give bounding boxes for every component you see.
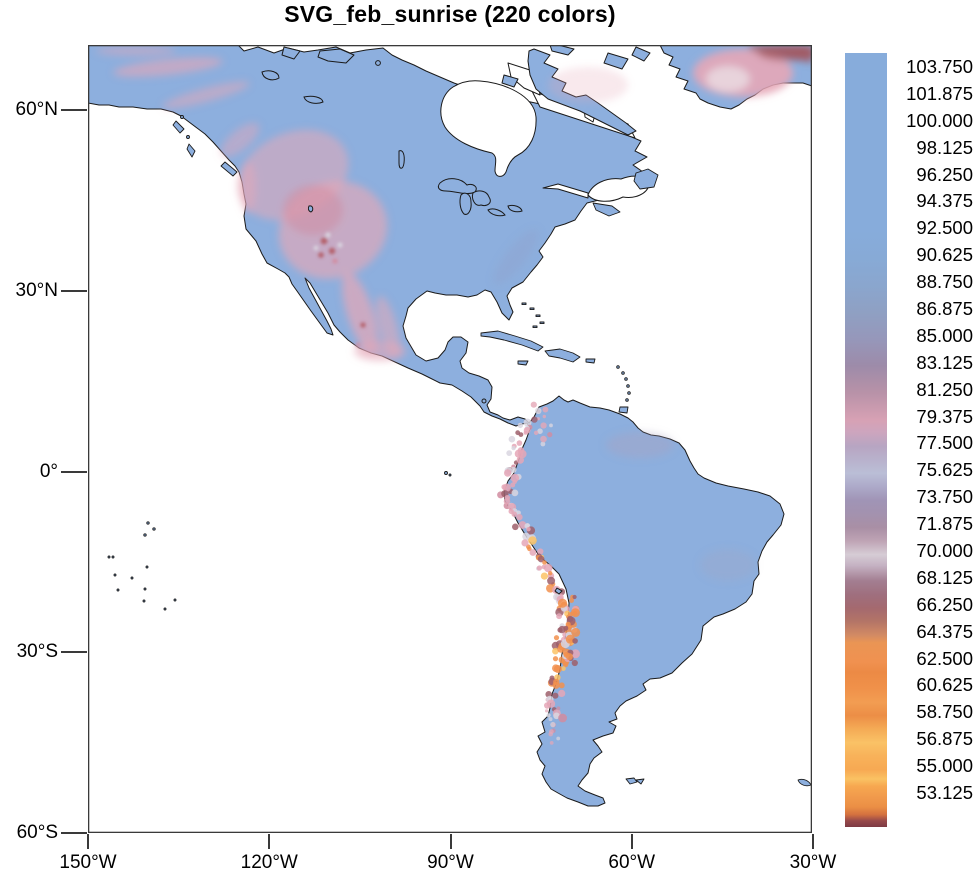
lake-titicaca xyxy=(554,587,563,595)
y-axis-tick-label: 0° xyxy=(39,460,58,482)
x-axis-tick-label: 90°W xyxy=(427,852,474,873)
colorbar-label: 103.750 xyxy=(906,56,973,77)
map-svg xyxy=(88,45,812,833)
lake-michigan xyxy=(459,192,472,215)
colorbar-label: 75.625 xyxy=(916,459,973,481)
colorbar-label: 92.500 xyxy=(916,217,973,239)
colorbar-label: 90.625 xyxy=(916,244,973,266)
rockies-peaks xyxy=(313,232,366,348)
americas-mainland xyxy=(88,45,785,807)
colorbar-label: 56.875 xyxy=(916,728,973,750)
andes-speckles xyxy=(497,401,581,745)
baffin-tinge xyxy=(548,67,628,103)
x-axis-tick xyxy=(87,834,89,849)
colorbar-label: 55.000 xyxy=(916,755,973,777)
colorbar xyxy=(845,53,887,827)
colorbar-label: 71.875 xyxy=(916,513,973,535)
colorbar-label: 88.750 xyxy=(916,271,973,293)
y-axis-tick-label: 60°N xyxy=(15,99,58,120)
x-axis-tick xyxy=(812,834,814,849)
victoria-island xyxy=(317,48,355,64)
elevation-shading xyxy=(96,46,756,581)
colorbar-label: 79.375 xyxy=(916,405,973,427)
colorbar-label: 81.250 xyxy=(916,378,973,400)
y-axis-tick xyxy=(61,109,87,111)
jamaica xyxy=(517,360,529,366)
great-salt-lake xyxy=(307,205,314,213)
colorbar-labels: 103.750 101.875 100.000 98.125 96.250 94.375 9… xyxy=(888,53,977,827)
colorbar-label: 77.500 xyxy=(916,432,973,454)
colorbar-label: 96.250 xyxy=(916,163,973,185)
colorbar-label: 62.500 xyxy=(916,647,973,669)
map-plot xyxy=(88,45,812,833)
colorbar-label: 64.375 xyxy=(916,620,973,642)
colorbar-label: 94.375 xyxy=(916,190,973,212)
colorbar-label: 73.750 xyxy=(916,486,973,508)
greenland xyxy=(659,45,812,110)
x-axis-tick-label: 30°W xyxy=(789,852,837,873)
baffin-island xyxy=(527,48,637,136)
puerto-rico xyxy=(585,358,596,364)
x-axis-tick xyxy=(449,834,452,849)
trinidad xyxy=(618,406,629,414)
lake-erie xyxy=(487,208,506,217)
x-axis-tick xyxy=(630,834,633,849)
lakes xyxy=(261,70,563,595)
lake-ontario xyxy=(507,204,523,213)
y-axis-tick xyxy=(61,832,87,834)
colorbar-label: 101.875 xyxy=(906,82,973,104)
lake-huron xyxy=(472,190,491,206)
y-axis-tick-label: 30°S xyxy=(16,641,58,663)
colorbar-label: 58.750 xyxy=(916,701,973,723)
colorbar-label: 60.625 xyxy=(916,674,973,696)
banks-island xyxy=(281,46,301,60)
great-bear-lake xyxy=(261,70,280,81)
cuba xyxy=(480,330,544,352)
y-axis-tick xyxy=(61,470,87,473)
haida-gwaii xyxy=(186,143,196,158)
islands xyxy=(107,115,812,787)
colorbar-label: 66.250 xyxy=(916,593,973,615)
colorbar-label: 98.125 xyxy=(916,136,973,158)
hispaniola xyxy=(544,348,581,363)
newfoundland xyxy=(633,168,659,190)
colorbar-label: 83.125 xyxy=(916,351,973,373)
lake-winnipeg xyxy=(398,150,405,169)
y-axis-tick xyxy=(61,289,87,292)
hudson-bay xyxy=(440,80,537,177)
x-axis-tick xyxy=(268,834,271,849)
chart-title: SVG_feb_sunrise (220 colors) xyxy=(284,1,616,27)
colorbar-label: 53.125 xyxy=(916,782,973,803)
y-axis-tick-label: 30°N xyxy=(15,279,58,301)
y-axis-tick xyxy=(61,651,87,654)
colorbar-label: 85.000 xyxy=(916,324,973,346)
nova-scotia xyxy=(592,202,621,217)
colorbar-label: 70.000 xyxy=(916,540,973,561)
great-slave-lake xyxy=(303,95,324,104)
y-axis-tick-label: 60°S xyxy=(16,822,58,843)
galapagos xyxy=(444,471,448,475)
colorbar-label: 86.875 xyxy=(916,298,973,319)
st-lawrence-river xyxy=(542,183,589,199)
falklands xyxy=(625,777,638,785)
southampton-island xyxy=(501,74,519,88)
x-axis-tick-label: 150°W xyxy=(59,852,117,873)
x-axis-tick-label: 120°W xyxy=(240,852,298,873)
arctic-islands xyxy=(281,45,651,136)
colorbar-label: 68.125 xyxy=(916,566,973,588)
colorbar-label: 100.000 xyxy=(906,109,973,131)
x-axis-tick-label: 60°W xyxy=(608,852,656,873)
lake-nicaragua xyxy=(481,398,487,404)
vancouver-island xyxy=(220,161,238,177)
